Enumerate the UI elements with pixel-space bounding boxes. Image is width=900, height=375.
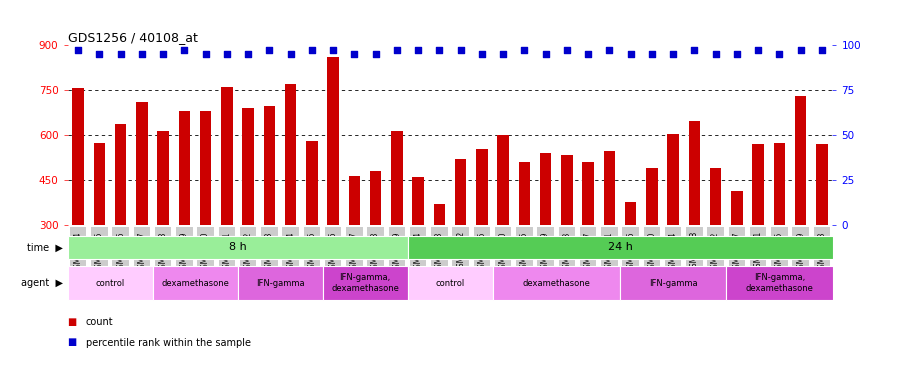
Text: percentile rank within the sample: percentile rank within the sample [86, 338, 250, 348]
Point [708, 51, 723, 57]
Bar [178, 111, 190, 225]
Text: IFN-gamma,
dexamethasone: IFN-gamma, dexamethasone [745, 273, 814, 293]
Bar [68, 266, 152, 300]
Bar [454, 159, 466, 225]
Bar [370, 171, 382, 225]
Point [560, 47, 574, 53]
Text: 24 h: 24 h [608, 243, 633, 252]
Point [390, 47, 404, 53]
Point [518, 47, 532, 53]
Point [644, 51, 659, 57]
Point [580, 51, 595, 57]
Bar [731, 190, 742, 225]
Bar [238, 266, 322, 300]
Point [496, 51, 510, 57]
Point [284, 51, 298, 57]
Bar [94, 142, 105, 225]
Point [347, 51, 362, 57]
Bar [322, 266, 408, 300]
Text: dexamethasone: dexamethasone [161, 279, 229, 288]
Bar [408, 236, 832, 260]
Text: count: count [86, 317, 113, 327]
Bar [115, 124, 127, 225]
Bar [306, 141, 318, 225]
Point [688, 47, 702, 53]
Point [305, 47, 320, 53]
Bar [540, 153, 552, 225]
Bar [773, 142, 785, 225]
Point [411, 47, 426, 53]
Point [454, 47, 468, 53]
Text: IFN-gamma: IFN-gamma [256, 279, 304, 288]
Bar [795, 96, 806, 225]
Point [326, 47, 340, 53]
Bar [328, 57, 339, 225]
Bar [816, 144, 828, 225]
Text: agent  ▶: agent ▶ [21, 278, 63, 288]
Bar [408, 266, 492, 300]
Bar [434, 204, 446, 225]
Bar [752, 144, 764, 225]
Text: ■: ■ [68, 317, 76, 327]
Text: GDS1256 / 40108_at: GDS1256 / 40108_at [68, 31, 197, 44]
Bar [646, 168, 658, 225]
Bar [221, 87, 233, 225]
Point [241, 51, 256, 57]
Bar [152, 266, 238, 300]
Bar [348, 176, 360, 225]
Point [113, 51, 128, 57]
Bar [688, 122, 700, 225]
Bar [582, 162, 594, 225]
Point [92, 51, 106, 57]
Text: IFN-gamma,
dexamethasone: IFN-gamma, dexamethasone [331, 273, 399, 293]
Bar [284, 84, 296, 225]
Point [368, 51, 382, 57]
Point [538, 51, 553, 57]
Point [751, 47, 765, 53]
Text: ■: ■ [68, 338, 76, 348]
Bar [264, 106, 275, 225]
Text: time  ▶: time ▶ [27, 243, 63, 252]
Point [135, 51, 149, 57]
Bar [518, 162, 530, 225]
Bar [412, 177, 424, 225]
Bar [498, 135, 509, 225]
Bar [604, 151, 616, 225]
Point [624, 51, 638, 57]
Bar [72, 88, 84, 225]
Bar [561, 154, 572, 225]
Bar [710, 168, 722, 225]
Point [474, 51, 489, 57]
Bar [242, 108, 254, 225]
Point [71, 47, 86, 53]
Text: IFN-gamma: IFN-gamma [649, 279, 698, 288]
Bar [726, 266, 832, 300]
Point [432, 47, 446, 53]
Point [666, 51, 680, 57]
Bar [200, 111, 212, 225]
Point [772, 51, 787, 57]
Point [794, 47, 808, 53]
Point [177, 47, 192, 53]
Point [198, 51, 212, 57]
Bar [625, 202, 636, 225]
Text: dexamethasone: dexamethasone [522, 279, 590, 288]
Bar [667, 134, 679, 225]
Bar [620, 266, 726, 300]
Bar [492, 266, 620, 300]
Bar [68, 236, 408, 260]
Bar [136, 102, 148, 225]
Bar [158, 130, 169, 225]
Point [220, 51, 234, 57]
Text: 8 h: 8 h [229, 243, 247, 252]
Bar [476, 148, 488, 225]
Text: control: control [436, 279, 464, 288]
Point [814, 47, 829, 53]
Text: control: control [95, 279, 124, 288]
Point [262, 47, 276, 53]
Bar [391, 130, 402, 225]
Point [602, 47, 616, 53]
Point [156, 51, 170, 57]
Point [730, 51, 744, 57]
